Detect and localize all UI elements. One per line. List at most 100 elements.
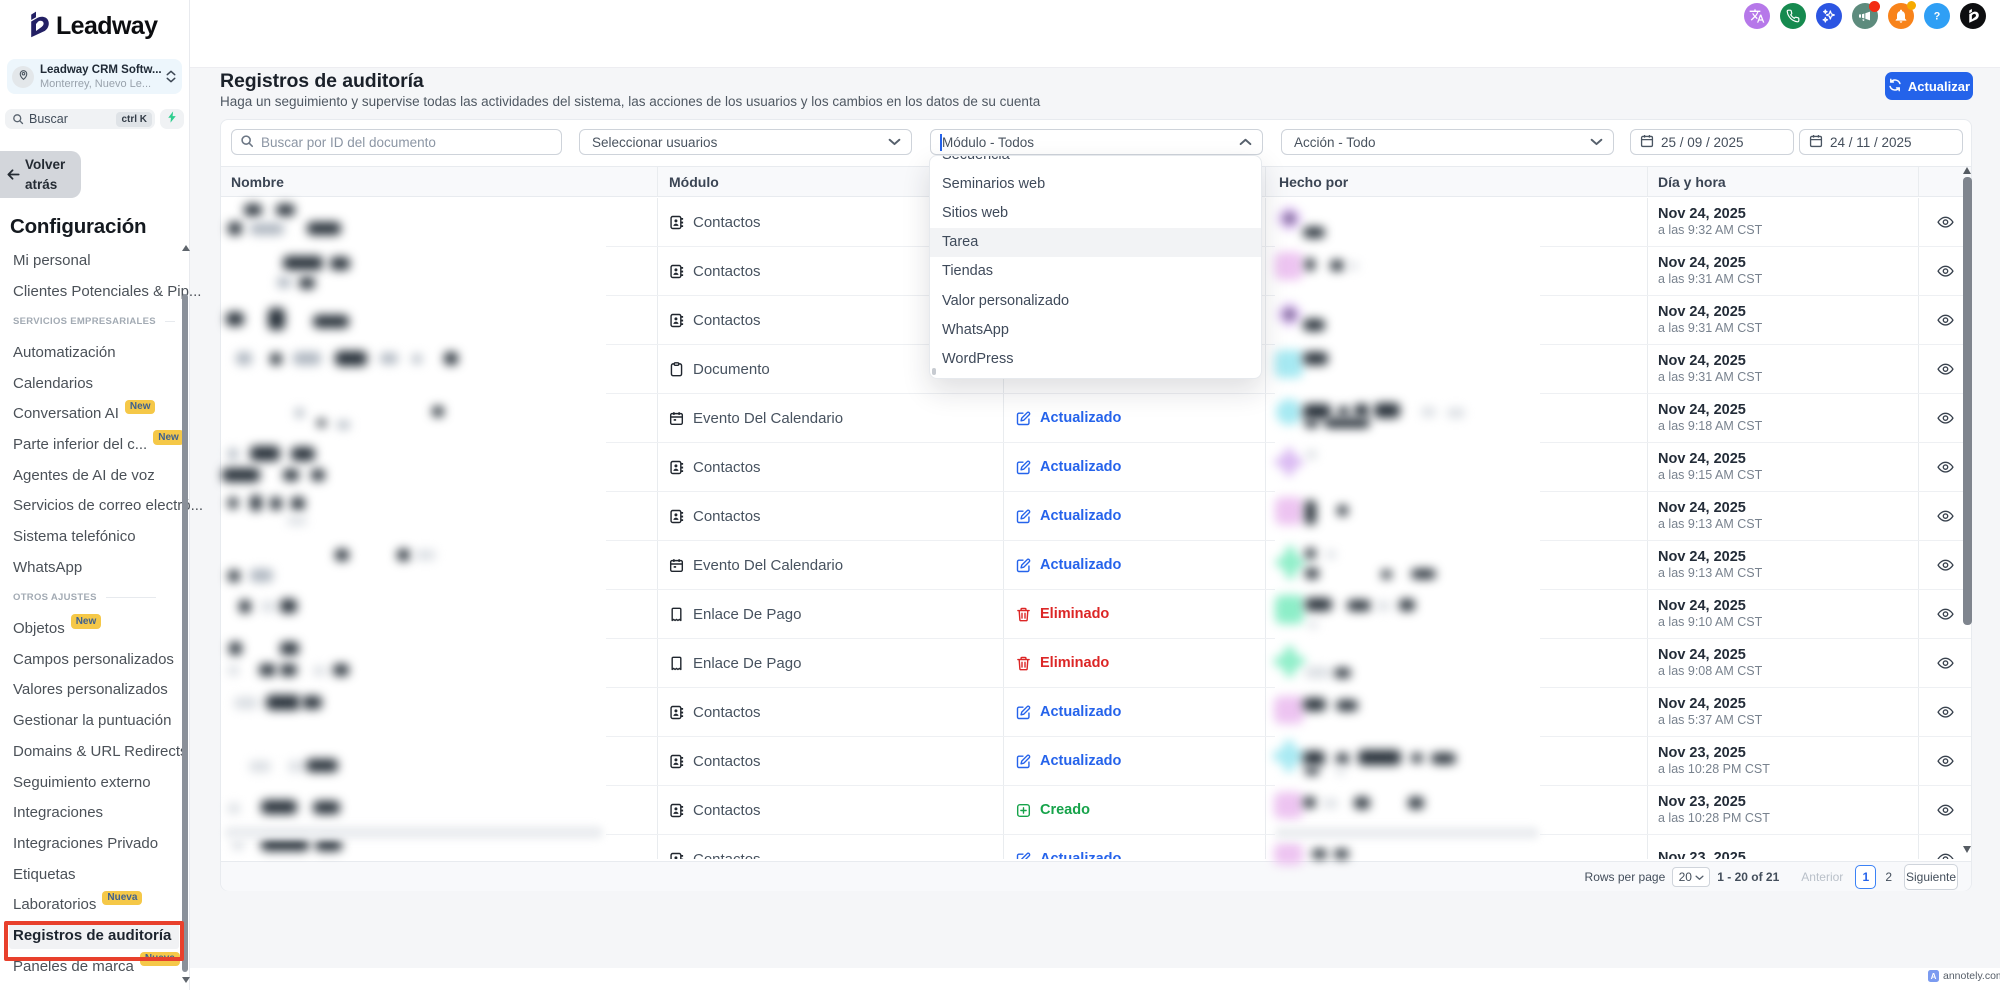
refresh-button[interactable]: Actualizar — [1885, 72, 1973, 100]
view-details-button[interactable] — [1918, 688, 1971, 736]
back-button[interactable]: Volver atrás — [0, 151, 81, 198]
sidebar-item-gestionar-la-puntuaci-n[interactable]: Gestionar la puntuación — [13, 712, 172, 730]
view-details-button[interactable] — [1918, 639, 1971, 687]
redacted-text-blob — [1399, 599, 1415, 611]
view-details-button[interactable] — [1918, 198, 1971, 246]
sidebar-item-seguimiento-externo[interactable]: Seguimiento externo — [13, 773, 151, 791]
dropdown-option-partial[interactable]: Secuencia — [930, 156, 1261, 169]
contacts-icon — [669, 705, 684, 720]
action-filter-select[interactable]: Acción - Todo — [1281, 129, 1614, 155]
date-to-value: 24 / 11 / 2025 — [1830, 134, 1912, 150]
sidebar-item-objetos[interactable]: Objetos New — [0, 613, 182, 644]
help-icon-button[interactable]: ? — [1924, 3, 1950, 29]
time-value: a las 9:08 AM CST — [1658, 664, 1763, 678]
previous-page-button[interactable]: Anterior — [1801, 869, 1844, 884]
view-details-button[interactable] — [1918, 737, 1971, 785]
redacted-text-blob — [1358, 750, 1401, 765]
time-value: a las 9:10 AM CST — [1658, 615, 1763, 629]
sidebar-item-sistema-telef-nico[interactable]: Sistema telefónico — [13, 528, 136, 546]
page-size-select[interactable]: 20 — [1672, 866, 1711, 887]
dropdown-option-sitios-web[interactable]: Sitios web — [942, 204, 1009, 221]
ai-assistant-button[interactable] — [160, 109, 184, 129]
sidebar-item-servicios-de-correo-electr[interactable]: Servicios de correo electró... — [13, 497, 204, 515]
cell-action: Eliminado — [1003, 639, 1265, 687]
nav-section-label: OTROS AJUSTES — [0, 583, 182, 614]
sidebar-scroll-down-icon[interactable] — [182, 977, 190, 983]
dropdown-option-tarea[interactable]: Tarea — [930, 227, 1261, 257]
column-header-hecho-por: Hecho por — [1265, 167, 1647, 196]
document-id-search-input[interactable]: Buscar por ID del documento — [231, 129, 562, 155]
sidebar-item-parte-inferior-del-c[interactable]: Parte inferior del c... New — [0, 429, 184, 460]
redacted-text-blob — [277, 277, 291, 288]
sidebar-item-etiquetas[interactable]: Etiquetas — [13, 865, 76, 883]
module-filter-select[interactable]: Módulo - Todos — [930, 129, 1263, 155]
view-details-button[interactable] — [1918, 541, 1971, 589]
dropdown-option-whatsapp[interactable]: WhatsApp — [942, 321, 1009, 338]
view-details-button[interactable] — [1918, 835, 1971, 859]
redacted-text-blob — [1338, 406, 1349, 417]
users-filter-select[interactable]: Seleccionar usuarios — [579, 129, 912, 155]
time-value: a las 9:13 AM CST — [1658, 566, 1763, 580]
table-scrollbar-thumb[interactable] — [1963, 177, 1972, 625]
table-scroll-up-icon[interactable] — [1963, 167, 1971, 174]
view-details-button[interactable] — [1918, 296, 1971, 344]
sidebar-item-laboratorios[interactable]: Laboratorios Nueva — [0, 889, 182, 920]
redacted-text-blob — [1349, 262, 1358, 270]
sparkles-icon-button[interactable] — [1816, 3, 1842, 29]
module-dropdown-menu: Secuencia Seminarios web Sitios web Tarea Ti… — [929, 155, 1262, 379]
sidebar-item-integraciones[interactable]: Integraciones — [13, 804, 104, 822]
sidebar-item-registros-de-auditor-a[interactable]: Registros de auditoría — [0, 920, 182, 951]
module-name: Enlace De Pago — [693, 605, 802, 623]
translate-icon-button[interactable] — [1744, 3, 1770, 29]
redacted-text-blob — [280, 664, 297, 676]
chevron-down-icon — [1695, 870, 1704, 884]
redacted-text-blob — [232, 840, 244, 850]
redacted-avatar — [1274, 696, 1304, 724]
sidebar-item-domains-url-redirects[interactable]: Domains & URL Redirects — [13, 742, 188, 760]
view-details-button[interactable] — [1918, 492, 1971, 540]
sidebar-search-input[interactable]: Buscar ctrl K — [5, 109, 155, 129]
sidebar-item-campos-personalizados[interactable]: Campos personalizados — [13, 650, 174, 668]
workspace-selector[interactable]: Leadway CRM Softw... Monterrey, Nuevo Le… — [7, 59, 182, 94]
page-2-button[interactable]: 2 — [1885, 869, 1892, 884]
sidebar-item-mi-personal[interactable]: Mi personal — [13, 251, 91, 269]
sidebar-item-conversation-ai[interactable]: Conversation AI New — [0, 398, 182, 429]
trash-icon — [1016, 656, 1031, 671]
sidebar-item-integraciones-privado[interactable]: Integraciones Privado — [13, 834, 159, 852]
sidebar-item-calendarios[interactable]: Calendarios — [13, 374, 94, 392]
date-to-input[interactable]: 24 / 11 / 2025 — [1799, 129, 1963, 155]
view-details-button[interactable] — [1918, 786, 1971, 834]
redacted-avatar — [1275, 252, 1303, 280]
leadway-icon-button[interactable] — [1960, 3, 1986, 29]
view-details-button[interactable] — [1918, 394, 1971, 442]
view-details-button[interactable] — [1918, 443, 1971, 491]
brand-logo: Leadway — [27, 10, 158, 43]
sidebar-scroll-up-icon[interactable] — [182, 245, 190, 251]
date-from-input[interactable]: 25 / 09 / 2025 — [1630, 129, 1794, 155]
page-size-value: 20 — [1678, 869, 1692, 884]
view-details-button[interactable] — [1918, 345, 1971, 393]
dropdown-option-valor-personalizado[interactable]: Valor personalizado — [942, 292, 1070, 309]
sidebar-item-paneles-de-marca[interactable]: Paneles de marca Nueva — [0, 951, 182, 982]
next-page-button[interactable]: Siguiente — [1904, 863, 1958, 890]
sidebar-scrollbar-thumb[interactable] — [182, 294, 188, 972]
dropdown-option-tiendas[interactable]: Tiendas — [942, 263, 994, 280]
redacted-text-blob — [250, 446, 280, 461]
redacted-text-blob — [1303, 797, 1316, 808]
page-1-button[interactable]: 1 — [1855, 864, 1877, 889]
dropdown-option-wordpress[interactable]: WordPress — [942, 350, 1014, 367]
view-details-button[interactable] — [1918, 590, 1971, 638]
dropdown-option-seminarios-web[interactable]: Seminarios web — [942, 175, 1046, 192]
time-value: a las 9:31 AM CST — [1658, 370, 1763, 384]
sidebar-item-clientes-potenciales-pip[interactable]: Clientes Potenciales & Pip... — [13, 282, 202, 300]
sidebar-item-agentes-de-ai-de-voz[interactable]: Agentes de AI de voz — [13, 466, 155, 484]
translate-icon — [1749, 8, 1765, 24]
sidebar-item-whatsapp[interactable]: WhatsApp — [13, 558, 83, 576]
table-scroll-down-icon[interactable] — [1963, 846, 1971, 853]
sidebar-item-valores-personalizados[interactable]: Valores personalizados — [13, 681, 168, 699]
view-details-button[interactable] — [1918, 247, 1971, 295]
redacted-avatar — [1274, 792, 1303, 819]
sidebar-item-automatizaci-n[interactable]: Automatización — [13, 343, 116, 361]
redacted-text-blob — [307, 222, 341, 235]
phone-icon-button[interactable] — [1780, 3, 1806, 29]
